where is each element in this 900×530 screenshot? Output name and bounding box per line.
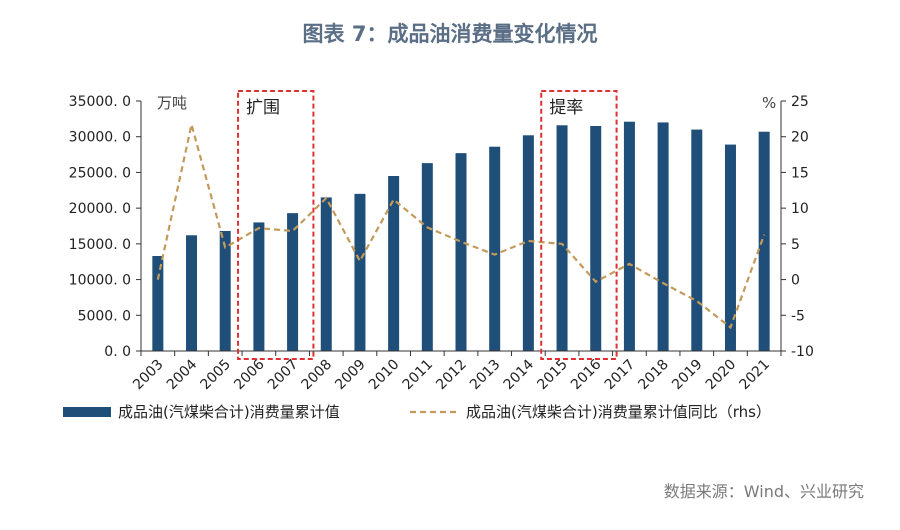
bar-2020 [724,144,736,351]
line-layer [156,124,766,330]
x-tick-label: 2018 [635,357,672,394]
x-tick-label: 2005 [198,357,235,394]
y-right-tick-label: 0 [791,273,800,289]
bar-2014 [522,135,534,351]
bar-2004 [186,235,198,351]
bar-2003 [152,256,164,351]
x-tick-label: 2016 [568,356,605,393]
y-right-tick-label: -10 [791,344,814,360]
annotation-label-0: 扩围 [246,98,280,118]
bar-2015 [556,125,568,352]
annotation-box-1 [540,90,618,360]
y-right-tick-label: -5 [791,308,805,324]
x-tick-label: 2014 [501,356,538,393]
source-note: 数据来源：Wind、兴业研究 [663,482,864,501]
annotation-layer: 扩围 提率 [237,90,618,360]
bar-2007 [287,213,299,351]
x-tick-label: 2008 [299,357,336,394]
x-tick-label: 2003 [130,357,167,394]
yoy-line [156,124,766,330]
x-tick-label: 2019 [669,357,706,394]
legend: 成品油(汽煤柴合计)消费量累计值 成品油(汽煤柴合计)消费量累计值同比（rhs） [63,403,771,421]
bar-2005 [219,231,231,351]
legend-bar-label: 成品油(汽煤柴合计)消费量累计值 [118,403,340,421]
x-tick-label: 2011 [400,357,437,394]
bar-2017 [623,121,635,351]
y-left-tick-label: 25000. 0 [69,165,131,181]
y-left-tick-label: 35000. 0 [69,94,131,110]
bar-2016 [590,126,602,351]
bar-2010 [388,176,400,351]
y-left-tick-label: 5000. 0 [78,308,131,324]
y-left-tick-label: 20000. 0 [69,201,131,217]
y-right-tick-label: 10 [791,201,809,217]
chart-title: 图表 7：成品油消费量变化情况 [302,22,598,46]
bar-2013 [489,146,501,351]
bars-layer [152,121,770,352]
bar-2019 [691,129,703,351]
y-right-tick-label: 25 [791,94,809,110]
bar-2008 [320,197,332,351]
y-left-tick-label: 0. 0 [104,344,131,360]
legend-line-label: 成品油(汽煤柴合计)消费量累计值同比（rhs） [466,403,771,421]
bar-2011 [421,163,433,351]
y-left-tick-label: 15000. 0 [69,237,131,253]
x-tick-label: 2013 [467,357,504,394]
bar-2018 [657,122,669,351]
x-tick-label: 2007 [265,357,302,394]
x-tick-label: 2021 [736,357,773,394]
y-left-tick-label: 10000. 0 [69,273,131,289]
y-left-unit: 万吨 [157,94,187,112]
legend-bar-swatch [63,407,111,417]
y-right-tick-label: 20 [791,130,809,146]
x-tick-label: 2017 [602,357,639,394]
bar-2006 [253,222,265,351]
y-right-tick-label: 5 [791,237,800,253]
y-left-tick-label: 30000. 0 [69,130,131,146]
x-tick-label: 2015 [534,357,571,394]
annotation-label-1: 提率 [549,98,583,118]
bar-2021 [758,131,770,351]
x-tick-label: 2012 [433,357,470,394]
x-tick-label: 2006 [231,356,268,393]
y-right-tick-label: 15 [791,165,809,181]
x-tick-label: 2010 [366,357,403,394]
x-tick-label: 2009 [332,357,369,394]
bar-2012 [455,153,467,351]
annotation-box-0 [237,90,315,360]
x-tick-label: 2004 [164,356,201,393]
y-right-unit: % [762,94,776,112]
bar-2009 [354,193,366,351]
x-tick-label: 2020 [703,357,740,394]
